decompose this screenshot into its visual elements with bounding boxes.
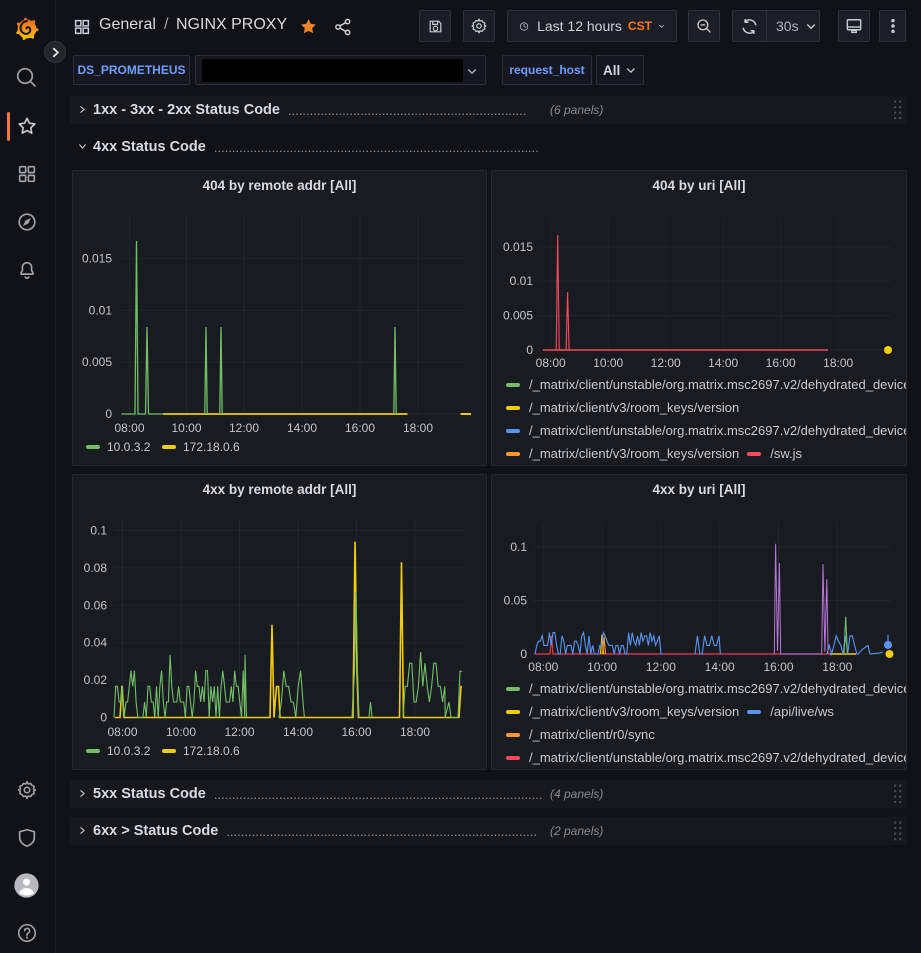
svg-text:14:00: 14:00: [708, 356, 738, 370]
svg-text:10:00: 10:00: [171, 421, 201, 435]
svg-text:14:00: 14:00: [287, 421, 317, 435]
svg-text:08:00: 08:00: [114, 421, 144, 435]
svg-text:12:00: 12:00: [229, 421, 259, 435]
svg-text:0.06: 0.06: [84, 598, 108, 612]
svg-text:0.015: 0.015: [503, 240, 533, 254]
svg-text:0: 0: [520, 647, 527, 661]
svg-text:0.1: 0.1: [90, 524, 107, 538]
svg-text:10:00: 10:00: [166, 725, 196, 739]
svg-text:0.015: 0.015: [82, 252, 112, 266]
svg-text:08:00: 08:00: [536, 356, 566, 370]
svg-text:0.01: 0.01: [89, 303, 113, 317]
svg-text:0: 0: [105, 407, 112, 421]
svg-text:18:00: 18:00: [822, 660, 852, 674]
svg-text:16:00: 16:00: [345, 421, 375, 435]
svg-text:0.08: 0.08: [84, 561, 108, 575]
svg-text:12:00: 12:00: [224, 725, 254, 739]
svg-text:0.01: 0.01: [510, 274, 534, 288]
svg-text:14:00: 14:00: [283, 725, 313, 739]
svg-text:0.05: 0.05: [504, 594, 528, 608]
svg-text:18:00: 18:00: [400, 725, 430, 739]
svg-text:10:00: 10:00: [593, 356, 623, 370]
svg-text:12:00: 12:00: [646, 660, 676, 674]
svg-text:0.1: 0.1: [510, 540, 527, 554]
svg-text:18:00: 18:00: [403, 421, 433, 435]
svg-text:0: 0: [526, 343, 533, 357]
svg-text:10:00: 10:00: [587, 660, 617, 674]
svg-text:16:00: 16:00: [763, 660, 793, 674]
svg-text:18:00: 18:00: [823, 356, 853, 370]
svg-text:0.005: 0.005: [503, 309, 533, 323]
svg-text:16:00: 16:00: [766, 356, 796, 370]
svg-text:0.02: 0.02: [84, 673, 108, 687]
svg-text:16:00: 16:00: [341, 725, 371, 739]
svg-text:08:00: 08:00: [107, 725, 137, 739]
svg-text:14:00: 14:00: [705, 660, 735, 674]
svg-text:12:00: 12:00: [651, 356, 681, 370]
svg-text:0.005: 0.005: [82, 355, 112, 369]
svg-text:0: 0: [100, 711, 107, 725]
svg-text:08:00: 08:00: [528, 660, 558, 674]
svg-text:0.04: 0.04: [84, 636, 108, 650]
